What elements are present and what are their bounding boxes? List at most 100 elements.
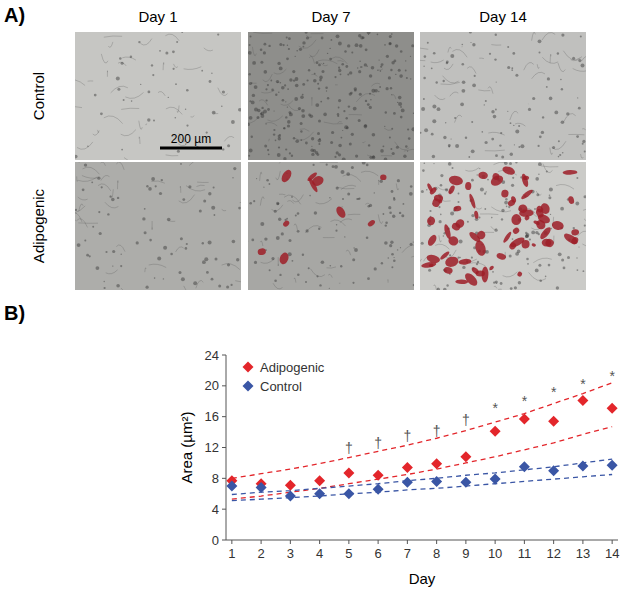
cell-outline [121,288,138,290]
speck [98,211,100,213]
speck [274,210,277,213]
speck [364,63,367,66]
speck [389,137,391,139]
speck [97,177,100,180]
data-point [431,476,442,487]
speck [315,151,318,154]
cell-outline [532,32,536,41]
speck [292,70,295,73]
cell-outline [252,47,256,56]
speck [405,70,407,72]
speck [365,48,368,51]
speck [342,158,346,160]
speck [369,93,371,95]
cell-outline [82,176,99,179]
speck [424,55,427,58]
cell-outline [379,69,383,70]
micrograph [75,162,241,290]
cell-outline [305,226,321,233]
speck [338,69,341,72]
cell-outline [361,171,378,176]
speck [560,207,564,211]
cell-outline [491,44,501,46]
speck [431,133,434,136]
speck [75,209,77,211]
cell-outline [381,155,392,156]
speck [301,114,305,118]
cell-outline [311,33,324,34]
speck [264,43,267,46]
speck [349,71,352,74]
cell-outline [328,274,332,277]
speck [583,270,585,272]
speck [423,77,426,80]
cell-outline [581,154,584,158]
lipid-droplet [501,189,509,198]
data-point [373,484,384,495]
cell-outline [310,269,325,277]
cell-outline [450,92,459,96]
speck [283,44,285,46]
speck [331,131,334,134]
speck [491,110,494,113]
cell-outline [235,281,241,283]
speck [393,112,396,115]
cell-outline [189,162,208,166]
speck [181,32,183,33]
speck [372,133,376,137]
speck [204,257,208,261]
speck [501,209,504,212]
speck [136,241,139,244]
speck [338,153,341,156]
speck [518,125,520,127]
speck [403,203,405,205]
speck [314,211,317,214]
speck [563,267,566,270]
speck [112,250,115,253]
speck [276,202,279,205]
speck [471,257,473,259]
speck [96,266,100,270]
speck [232,177,233,178]
speck [303,46,305,48]
speck [428,269,431,272]
speck [208,192,211,195]
speck [338,67,340,69]
speck [306,229,309,232]
speck [311,146,312,147]
x-tick [261,540,262,544]
speck [249,44,251,46]
speck [388,42,391,45]
x-tick-label: 5 [345,546,352,561]
speck [310,115,314,119]
speck [538,39,542,43]
speck [355,43,359,47]
figure: A)B)Day 1Day 7Day 14ControlAdipogenic200… [0,0,624,595]
cell-outline [184,286,196,290]
speck [369,106,372,109]
speck [440,214,442,216]
speck [329,197,330,198]
data-point [314,475,325,486]
speck [104,287,106,289]
speck [109,196,111,198]
speck [271,89,274,92]
speck [443,80,445,82]
speck [231,284,233,286]
speck [86,254,89,257]
speck [495,154,498,157]
lipid-droplet [443,266,454,275]
speck [400,116,403,119]
speck [525,235,528,238]
speck [99,232,102,235]
lipid-droplet [551,220,565,232]
lipid-droplet [280,168,294,184]
speck [562,152,564,154]
speck [318,64,321,67]
speck [254,261,257,264]
speck [400,247,401,248]
speck [305,281,307,283]
x-tick-label: 11 [518,546,532,561]
cell-outline [338,121,342,123]
speck [471,121,473,123]
